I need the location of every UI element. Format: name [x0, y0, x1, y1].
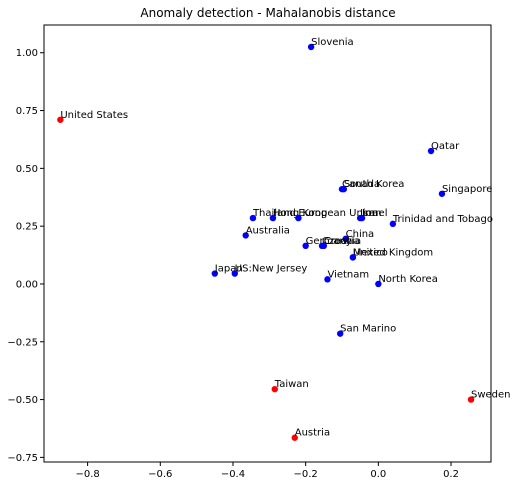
point-label: Trinidad and Tobago	[392, 214, 493, 225]
point-label: South Korea	[344, 179, 405, 190]
y-tick-label: 0.75	[16, 106, 38, 117]
y-tick-label: −0.75	[7, 453, 38, 464]
x-axis: −0.8 −0.6 −0.4 −0.2 0.0 0.2	[75, 462, 459, 480]
point-label: US:New Jersey	[235, 264, 308, 275]
x-tick-label: 0.2	[443, 469, 459, 480]
y-tick-label: −0.50	[7, 395, 38, 406]
point-label: Germany	[306, 236, 352, 247]
x-tick-label: −0.4	[221, 469, 245, 480]
point-label: Canada	[342, 179, 380, 190]
point-label: Taiwan	[274, 379, 309, 390]
data-point	[307, 43, 315, 51]
point-label: Austria	[295, 428, 330, 439]
point-label: Thailand	[252, 208, 296, 219]
point-label: China	[346, 229, 375, 240]
point-label: Japan	[214, 264, 243, 275]
data-point	[336, 330, 344, 337]
data-point	[358, 214, 366, 222]
data-point	[211, 270, 219, 277]
anomaly-point	[57, 116, 64, 123]
plot-frame	[43, 24, 492, 463]
data-point	[342, 235, 349, 243]
y-tick-label: 0.25	[16, 222, 38, 233]
data-point	[438, 190, 446, 197]
data-point	[427, 147, 435, 155]
x-tick-label: 0.0	[370, 469, 386, 480]
data-point	[249, 214, 257, 222]
data-point	[231, 270, 238, 277]
data-point	[375, 280, 382, 288]
data-point	[389, 220, 397, 228]
y-tick-label: −0.25	[7, 337, 38, 348]
point-label: United Kingdom	[353, 247, 433, 258]
point-label: Qatar	[431, 141, 460, 152]
data-point	[349, 254, 357, 261]
data-point	[269, 214, 277, 222]
data-point	[320, 242, 328, 250]
data-point	[242, 232, 249, 239]
y-tick-label: 0.50	[16, 164, 38, 175]
data-point	[324, 276, 331, 283]
x-tick-label: −0.6	[148, 469, 172, 480]
point-label: Vietnam	[327, 269, 369, 280]
data-point	[295, 214, 302, 222]
chart-title: Anomaly detection - Mahalanobis distance	[140, 6, 395, 20]
x-tick-label: −0.2	[294, 469, 318, 480]
point-label: North Korea	[378, 274, 438, 285]
point-label: Hong Kong	[273, 208, 327, 219]
point-label: Czechia	[322, 236, 361, 247]
y-tick-label: 1.00	[16, 48, 38, 59]
anomaly-point	[291, 434, 298, 441]
y-tick-label: 0.00	[16, 279, 38, 290]
point-label: Iran	[362, 208, 382, 219]
x-tick-label: −0.8	[75, 469, 99, 480]
anomaly-point	[271, 385, 278, 393]
point-label: Australia	[246, 225, 290, 236]
anomaly-point	[467, 396, 475, 403]
data-point	[340, 185, 348, 193]
point-label: San Marino	[340, 324, 396, 335]
point-label: Slovenia	[311, 37, 354, 48]
point-label: European Union	[298, 208, 378, 219]
point-label: Mexico	[353, 247, 388, 258]
point-label: Singapore	[442, 184, 492, 195]
y-axis: −0.75 −0.50 −0.25 0.00 0.25 0.50 0.75 1.00	[7, 48, 44, 464]
point-label: United States	[60, 110, 128, 121]
point-label: Israel	[360, 208, 387, 219]
point-label: Croatia	[324, 236, 360, 247]
point-label: Sweden	[471, 390, 511, 401]
data-point	[302, 242, 309, 250]
